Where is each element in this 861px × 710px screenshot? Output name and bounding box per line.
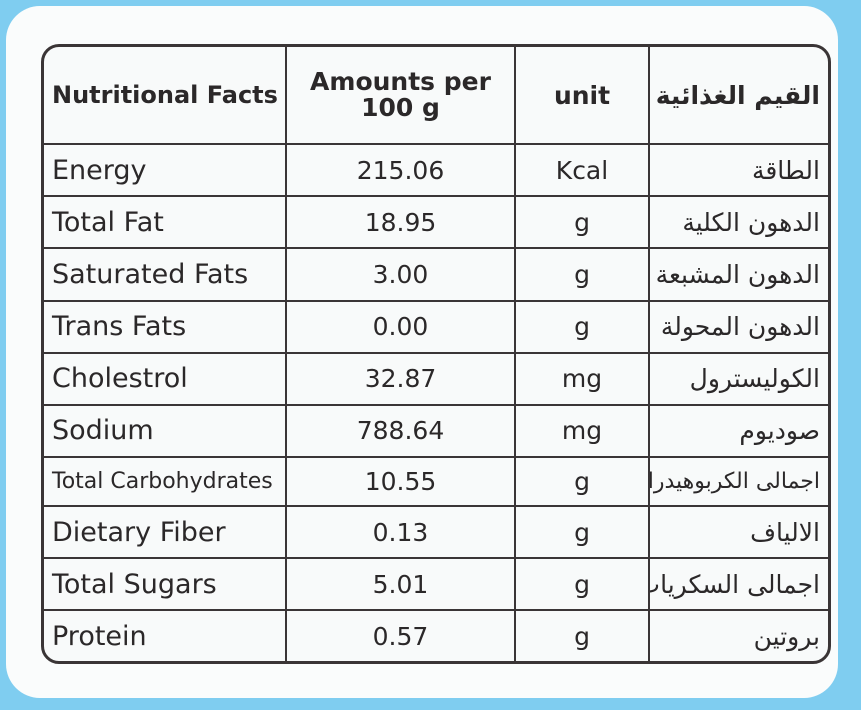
- product-label: Nutritional Facts Amounts per 100 g unit…: [6, 6, 838, 698]
- header-amount-line2: 100 g: [361, 93, 440, 122]
- unit-cell: g: [514, 456, 650, 508]
- amount-cell: 3.00: [285, 247, 516, 302]
- nutrient-cell: Saturated Fats: [44, 247, 287, 302]
- arabic-name-cell: اجمالى الكربوهيدرات: [648, 456, 828, 508]
- unit-cell: g: [514, 247, 650, 302]
- nutrient-cell: Sodium: [44, 403, 287, 459]
- unit-cell: g: [514, 505, 650, 560]
- nutrient-cell: Cholestrol: [44, 351, 287, 406]
- header-unit: unit: [514, 47, 650, 145]
- amount-cell: 0.00: [285, 299, 516, 354]
- unit-cell: g: [514, 299, 650, 354]
- nutrient-cell: Protein: [44, 609, 287, 661]
- header-nutrient: Nutritional Facts: [44, 47, 287, 145]
- header-amount: Amounts per 100 g: [285, 47, 516, 145]
- table-row: Energy 215.06 Kcal الطاقة: [44, 144, 828, 198]
- table-row: Dietary Fiber 0.13 g الالياف: [44, 505, 828, 560]
- amount-cell: 5.01: [285, 557, 516, 612]
- table-row: Total Sugars 5.01 g اجمالى السكريات: [44, 557, 828, 612]
- table-row: Trans Fats 0.00 g الدهون المحولة: [44, 299, 828, 354]
- unit-cell: g: [514, 609, 650, 661]
- table-row: Saturated Fats 3.00 g الدهون المشبعة: [44, 247, 828, 302]
- arabic-name-cell: اجمالى السكريات: [648, 557, 828, 612]
- nutrition-table: Nutritional Facts Amounts per 100 g unit…: [44, 47, 828, 661]
- unit-cell: g: [514, 195, 650, 250]
- amount-cell: 215.06: [285, 144, 516, 198]
- nutrient-cell: Trans Fats: [44, 299, 287, 354]
- nutrient-cell: Energy: [44, 144, 287, 198]
- table-header-row: Nutritional Facts Amounts per 100 g unit…: [44, 47, 828, 145]
- table-row: Total Carbohydrates 10.55 g اجمالى الكربوهي…: [44, 456, 828, 508]
- unit-cell: mg: [514, 351, 650, 406]
- arabic-name-cell: الطاقة: [648, 144, 828, 198]
- arabic-name-cell: الدهون المشبعة: [648, 247, 828, 302]
- arabic-name-cell: الكوليسترول: [648, 351, 828, 406]
- amount-cell: 788.64: [285, 403, 516, 459]
- unit-cell: g: [514, 557, 650, 612]
- table-row: Total Fat 18.95 g الدهون الكلية: [44, 195, 828, 250]
- nutrient-cell: Dietary Fiber: [44, 505, 287, 560]
- nutrition-table-frame: Nutritional Facts Amounts per 100 g unit…: [41, 44, 831, 664]
- unit-cell: Kcal: [514, 144, 650, 198]
- arabic-name-cell: الدهون المحولة: [648, 299, 828, 354]
- amount-cell: 0.13: [285, 505, 516, 560]
- arabic-name-cell: الالياف: [648, 505, 828, 560]
- amount-cell: 0.57: [285, 609, 516, 661]
- amount-cell: 10.55: [285, 456, 516, 508]
- arabic-name-cell: صوديوم: [648, 403, 828, 459]
- arabic-name-cell: الدهون الكلية: [648, 195, 828, 250]
- nutrient-cell: Total Fat: [44, 195, 287, 250]
- table-row: Cholestrol 32.87 mg الكوليسترول: [44, 351, 828, 406]
- table-row: Protein 0.57 g بروتين: [44, 609, 828, 661]
- arabic-name-cell: بروتين: [648, 609, 828, 661]
- nutrient-cell: Total Sugars: [44, 557, 287, 612]
- table-row: Sodium 788.64 mg صوديوم: [44, 403, 828, 459]
- header-arabic: القيم الغذائية: [648, 47, 828, 145]
- amount-cell: 18.95: [285, 195, 516, 250]
- header-amount-line1: Amounts per: [310, 66, 491, 96]
- nutrient-cell: Total Carbohydrates: [44, 456, 287, 508]
- amount-cell: 32.87: [285, 351, 516, 406]
- unit-cell: mg: [514, 403, 650, 459]
